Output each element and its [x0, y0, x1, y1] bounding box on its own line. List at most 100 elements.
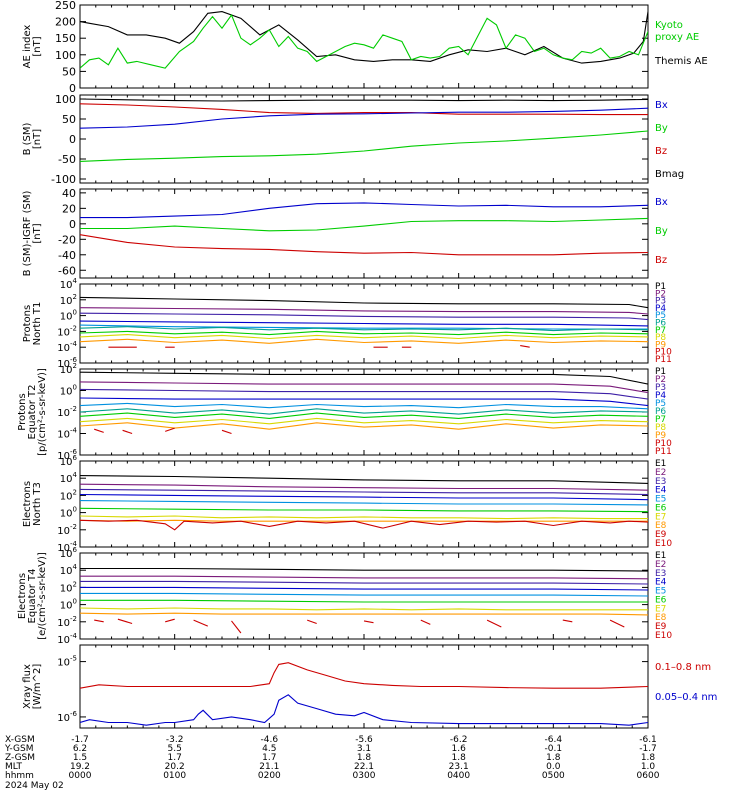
table-cell: 6.2 [73, 744, 87, 754]
y-tick-label: 0 [69, 133, 76, 146]
legend-label: P9 [655, 431, 666, 441]
panel-b: -100 -50 0 50 100 B (SM) [nT] Bx By Bz Bmag [22, 93, 684, 186]
series-line-6 [80, 412, 648, 419]
legend-label: P10 [655, 348, 672, 358]
table-cell: 1.8 [452, 753, 467, 763]
table-cell: 0100 [163, 771, 186, 781]
series-line-1 [80, 103, 648, 116]
series-group [80, 202, 648, 256]
panel-frame [79, 552, 649, 640]
y-axis-label: [nT] [32, 129, 43, 149]
table-cell: -6.1 [639, 735, 657, 745]
table-cell: -5.6 [355, 735, 373, 745]
series-line-7 [80, 519, 648, 522]
x-axis-table: X-GSM -1.7 -3.2 -4.6 -5.6 -6.2 -6.4 -6.1 Y-GSM 6.… [4, 735, 660, 791]
y-tick-label: 100 [60, 384, 77, 398]
series-line-3 [80, 130, 648, 162]
series-line-0 [80, 202, 648, 219]
legend-label: E1 [655, 459, 666, 469]
legend-label: Themis AE [654, 56, 708, 67]
series-line-6 [80, 515, 648, 520]
y-tick-label: 104 [60, 471, 78, 485]
series-line-2 [80, 312, 648, 321]
table-cell: 23.1 [449, 762, 469, 772]
legend-label: P8 [655, 333, 666, 343]
table-cell: 0200 [258, 771, 281, 781]
y-axis-label: [e/(cm²-s-sr-keV)] [37, 552, 48, 640]
series-line-7 [80, 417, 648, 425]
legend-label: 0.1–0.8 nm [655, 662, 711, 673]
y-tick-label: 0 [69, 218, 76, 231]
panel-ee: 106 104 102 100 10-2 10-4 Electrons Equator T4[… [17, 546, 672, 646]
series-line-4 [80, 324, 648, 330]
y-axis-label: Electrons [17, 573, 28, 619]
table-cell: 0000 [69, 771, 92, 781]
table-cell: -1.7 [71, 735, 89, 745]
legend-label: Bz [655, 146, 667, 157]
table-cell: -6.4 [545, 735, 563, 745]
legend-label: E2 [655, 560, 666, 570]
y-tick-label: 10-4 [57, 340, 77, 354]
y-axis-label: AE index [22, 25, 33, 69]
legend-label: Bx [655, 100, 668, 111]
y-tick-label: 0 [69, 82, 76, 95]
y-axis-label: Xray flux [22, 664, 33, 709]
table-row-label: Z-GSM [5, 753, 35, 763]
y-tick-label: 104 [60, 563, 78, 577]
series-line-6 [80, 607, 648, 611]
table-row-label: MLT [5, 762, 23, 772]
y-axis-label: Equator T2 [27, 385, 38, 440]
y-tick-label: 100 [60, 506, 77, 520]
y-tick-label: 10-4 [57, 540, 77, 554]
legend-label: P5 [655, 311, 666, 321]
series-line-8 [80, 422, 648, 430]
table-cell: 1.5 [73, 753, 87, 763]
series-group [80, 98, 648, 162]
table-cell: 1.8 [546, 753, 561, 763]
panel-db: -60 -40 -20 0 20 40 B (SM)-IGRF (SM) [nT] Bx By Bz [22, 187, 668, 279]
legend-label: E8 [655, 521, 667, 531]
series-line-10 [122, 429, 133, 435]
table-cell: 5.5 [168, 744, 182, 754]
series-line-8 [80, 338, 648, 344]
y-tick-label: 104 [60, 277, 78, 291]
y-tick-label: 102 [60, 293, 77, 307]
series-line-6 [80, 330, 648, 336]
series-line-8 [80, 519, 648, 531]
legend-label: P2 [655, 289, 666, 299]
series-line-7 [80, 612, 648, 616]
series-line-1 [80, 483, 648, 491]
panel-frame [79, 4, 649, 89]
series-line-17 [562, 619, 573, 623]
table-cell: 3.1 [357, 744, 371, 754]
series-line-1 [80, 381, 648, 394]
series-line-13 [520, 345, 530, 348]
series-line-14 [363, 620, 374, 624]
table-cell: 21.1 [259, 762, 279, 772]
legend-label: E1 [655, 551, 666, 561]
legend-label: By [655, 226, 668, 237]
y-tick-label: -20 [58, 233, 76, 246]
series-line-3 [80, 493, 648, 501]
table-cell: -6.2 [450, 735, 468, 745]
table-cell: 1.7 [168, 753, 182, 763]
y-axis-label: [p/(cm²-s-sr-keV)] [37, 368, 48, 456]
series-line-2 [80, 107, 648, 129]
table-cell: 0300 [353, 771, 376, 781]
y-tick-label: 10-6 [57, 448, 77, 462]
table-cell: 4.5 [262, 744, 276, 754]
series-line-3 [80, 320, 648, 327]
table-row-label: Y-GSM [4, 744, 33, 754]
y-tick-label: 102 [60, 488, 77, 502]
table-cell: 19.2 [70, 762, 90, 772]
date-label: 2024 May 02 [5, 781, 64, 791]
series-line-1 [80, 307, 648, 315]
legend-label: Kyoto [655, 20, 683, 31]
legend-label: P5 [655, 399, 666, 409]
table-cell: 1.7 [262, 753, 276, 763]
y-tick-label: 100 [60, 309, 77, 323]
y-tick-label: 100 [55, 49, 76, 62]
series-line-0 [80, 98, 648, 102]
series-line-10 [165, 618, 175, 623]
